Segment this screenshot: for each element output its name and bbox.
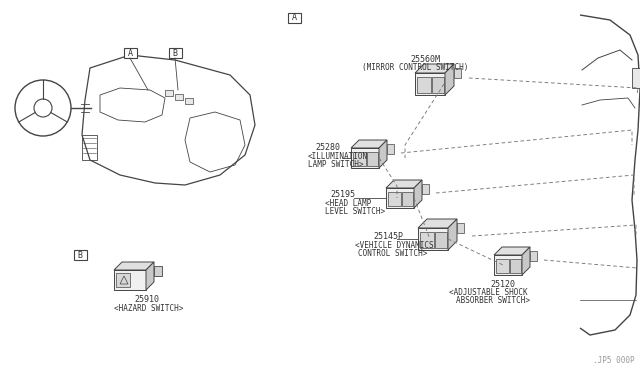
Polygon shape <box>114 262 154 270</box>
Text: 25280: 25280 <box>315 143 340 152</box>
Text: 25560M: 25560M <box>410 55 440 64</box>
Bar <box>494 255 522 275</box>
Bar <box>165 90 173 96</box>
Bar <box>435 232 447 248</box>
Text: LAMP SWITCH>: LAMP SWITCH> <box>308 160 364 169</box>
Text: 25120: 25120 <box>490 280 515 289</box>
Bar <box>432 77 444 93</box>
Polygon shape <box>448 219 457 250</box>
Bar <box>124 48 136 58</box>
Text: CONTROL SWITCH>: CONTROL SWITCH> <box>358 249 428 258</box>
Bar <box>457 223 464 233</box>
Bar <box>496 259 509 273</box>
Bar <box>418 228 448 250</box>
Text: 25910: 25910 <box>134 295 159 304</box>
Text: A: A <box>291 13 296 22</box>
Text: LEVEL SWITCH>: LEVEL SWITCH> <box>325 207 385 216</box>
Bar <box>422 184 429 194</box>
Bar <box>185 98 193 104</box>
Bar <box>415 73 445 95</box>
Bar <box>168 48 182 58</box>
Bar <box>388 192 401 206</box>
Text: 25145P: 25145P <box>373 232 403 241</box>
Text: <ILLUMINATION: <ILLUMINATION <box>308 152 368 161</box>
Polygon shape <box>418 219 457 228</box>
Bar <box>74 250 86 260</box>
Text: <ADJUSTABLE SHOCK: <ADJUSTABLE SHOCK <box>449 288 527 297</box>
Polygon shape <box>415 64 454 73</box>
Bar <box>632 68 640 88</box>
Bar <box>454 68 461 78</box>
Bar <box>530 251 537 261</box>
Bar <box>353 152 366 166</box>
Polygon shape <box>379 140 387 168</box>
Text: ABSORBER SWITCH>: ABSORBER SWITCH> <box>456 296 530 305</box>
Bar <box>386 188 414 208</box>
Text: B: B <box>173 48 177 58</box>
Bar <box>82 135 97 160</box>
Text: <HEAD LAMP: <HEAD LAMP <box>325 199 371 208</box>
Bar <box>287 13 301 23</box>
Bar <box>114 270 146 290</box>
Text: <HAZARD SWITCH>: <HAZARD SWITCH> <box>114 304 184 313</box>
Bar <box>402 192 413 206</box>
Polygon shape <box>146 262 154 290</box>
Bar <box>417 77 431 93</box>
Text: B: B <box>77 250 83 260</box>
Text: <VEHICLE DYNAMICS: <VEHICLE DYNAMICS <box>355 241 434 250</box>
Bar <box>116 273 130 287</box>
Polygon shape <box>351 140 387 148</box>
Polygon shape <box>494 247 530 255</box>
Bar <box>510 259 521 273</box>
Bar <box>420 232 434 248</box>
Bar <box>367 152 378 166</box>
Polygon shape <box>522 247 530 275</box>
Text: (MIRROR CONTROL SWITCH): (MIRROR CONTROL SWITCH) <box>362 63 468 72</box>
Polygon shape <box>386 180 422 188</box>
Polygon shape <box>414 180 422 208</box>
Polygon shape <box>445 64 454 95</box>
Text: A: A <box>127 48 132 58</box>
Text: 25195: 25195 <box>330 190 355 199</box>
Bar <box>175 94 183 100</box>
Bar <box>154 266 162 276</box>
Bar <box>351 148 379 168</box>
Text: .JP5 000P: .JP5 000P <box>593 356 635 365</box>
Bar <box>387 144 394 154</box>
